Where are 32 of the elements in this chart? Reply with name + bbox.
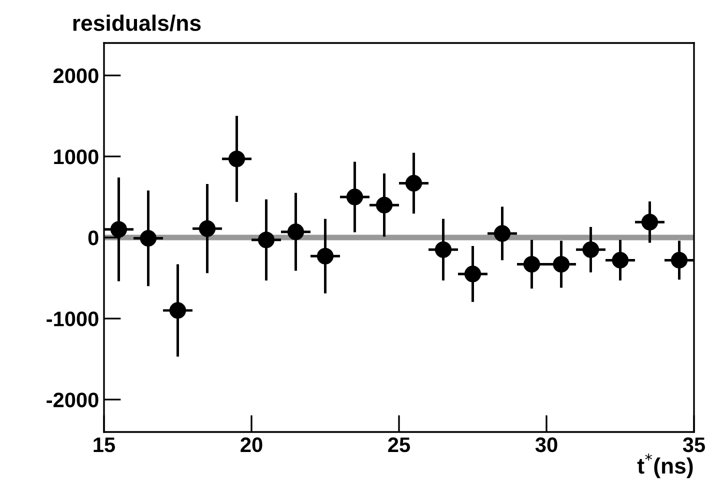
point (405, 174, 422, 192)
point (641, 214, 658, 230)
point (552, 256, 570, 273)
point (258, 232, 275, 248)
point (376, 196, 393, 214)
point (464, 266, 482, 282)
point (612, 252, 629, 268)
y-tick-label: 2000 (54, 68, 98, 84)
point (110, 221, 128, 238)
point (316, 248, 334, 264)
x-axis-title: t$^{*}$(ns) (637, 454, 693, 478)
y-tick-label: 0 (88, 230, 98, 246)
chart-title: residuals/ns (73, 14, 201, 32)
point (523, 256, 540, 273)
x-tick-label: 20 (240, 437, 262, 452)
point (228, 150, 246, 168)
point (494, 225, 511, 242)
y-tick-label: -2000 (46, 392, 98, 408)
y-tick-label: 1000 (54, 149, 98, 164)
x-tick-label: 30 (535, 437, 558, 452)
x-tick-label: 35 (682, 437, 706, 452)
point (287, 224, 304, 240)
point (434, 241, 452, 258)
point (582, 241, 600, 258)
point (670, 252, 688, 268)
point (346, 188, 364, 206)
y-tick-label: -1000 (46, 312, 98, 326)
point (198, 220, 216, 237)
x-tick-label: 25 (388, 437, 410, 452)
point (169, 302, 186, 319)
point (140, 230, 157, 247)
x-tick-label: 15 (94, 438, 116, 452)
